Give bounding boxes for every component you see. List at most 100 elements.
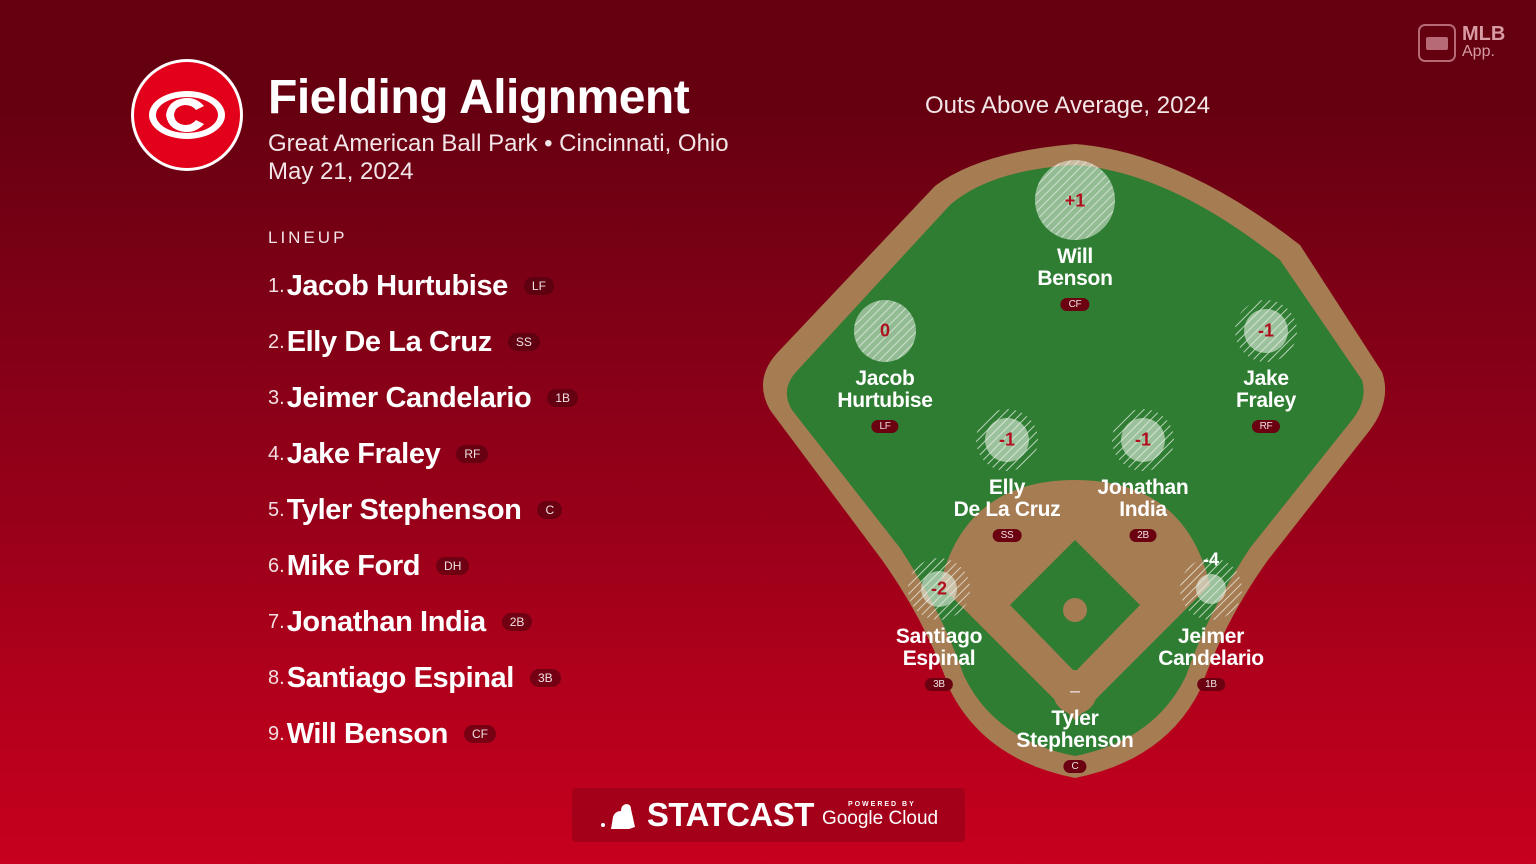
lineup-heading: LINEUP [268,228,348,247]
first-name: Jake [1243,367,1289,390]
field-player-3b: Santiago Espinal 3B [896,626,982,692]
position-badge: CF [463,725,496,743]
position-badge: 1B [547,389,579,407]
batting-order: 7. [268,610,285,633]
google-cloud: Google Cloud [821,807,939,829]
position-badge: DH [436,557,470,575]
oaa-value-1b: -4 [1202,549,1220,570]
field-player-rf: Jake Fraley RF [1236,368,1296,434]
batting-order: 4. [268,442,285,465]
reds-c-icon [149,91,225,139]
last-name: Fraley [1235,389,1297,412]
batting-order: 8. [268,666,285,689]
oaa-value-cf: +1 [1064,190,1086,211]
first-name: Jeimer [1178,625,1244,648]
player-name: Tyler Stephenson [286,493,522,526]
field-player-c: Tyler Stephenson C [1016,707,1134,774]
page-title: Fielding Alignment [268,71,690,124]
position-pill: C [1063,760,1087,773]
venue: Great American Ball Park • Cincinnati, O… [268,130,729,157]
statcast-brand: STATCAST [646,796,815,833]
position-badge: LF [523,277,554,295]
mlb-badge-line2: App. [1462,43,1495,60]
batting-order: 2. [268,330,285,353]
position-pill: LF [871,420,899,433]
field-player-2b: Jonathan India 2B [1098,477,1189,543]
player-name: Santiago Espinal [286,661,515,694]
team-logo [134,62,240,168]
first-name: Elly [988,476,1026,499]
first-name: Jonathan [1097,476,1189,499]
player-name: Jake Fraley [286,437,441,470]
oaa-bubble-cf [1035,160,1115,240]
mlb-badge-line1: MLB [1462,23,1506,45]
position-badge: RF [456,445,489,463]
first-name: Will [1057,245,1093,268]
last-name: Hurtubise [837,389,933,412]
batting-order: 1. [268,274,285,297]
lineup-item: 4. Jake Fraley RF [268,426,578,482]
player-name: Elly De La Cruz [286,325,493,358]
last-name: Stephenson [1016,729,1134,752]
lineup-item: 7. Jonathan India 2B [268,594,578,650]
subtitle: Great American Ball Park • Cincinnati, O… [268,130,729,186]
oaa-value-3b: -2 [930,578,948,599]
player-name: Jacob Hurtubise [286,269,509,302]
pitchers-mound [1063,598,1087,622]
position-badge: 3B [529,669,561,687]
oaa-bubble-rf [1244,309,1288,353]
oaa-bubble-2b [1121,418,1165,462]
lineup-item: 9. Will Benson CF [268,706,578,762]
last-name: India [1119,498,1167,521]
last-name: Benson [1037,267,1113,290]
position-pill: RF [1251,420,1281,433]
first-name: Tyler [1051,707,1099,730]
statcast-footer: STATCAST POWERED BY Google Cloud [572,788,965,842]
lineup-item: 3. Jeimer Candelario 1B [268,370,579,426]
oaa-value-lf: 0 [879,320,891,341]
lineup-item: 1. Jacob Hurtubise LF [268,258,578,314]
lineup-item: 2. Elly De La Cruz SS [268,314,578,370]
oaa-value-rf: -1 [1257,320,1275,341]
position-badge: C [537,501,563,519]
oaa-value-ss: -1 [998,429,1016,450]
mlb-app-badge: MLB App. [1418,24,1505,62]
player-name: Jeimer Candelario [286,381,532,414]
mlb-batter-logo-icon [600,804,635,829]
home-plate-circle [1053,670,1097,714]
lineup-item: 6. Mike Ford DH [268,538,578,594]
first-name: Jacob [855,367,915,390]
mlb-logo-icon [1418,24,1456,62]
outfield-grass [786,165,1364,756]
lineup-list: 1. Jacob Hurtubise LF 2. Elly De La Cruz SS … [268,258,579,762]
position-pill: SS [992,529,1022,542]
oaa-bubble-3b [921,571,957,607]
position-pill: 3B [925,678,953,691]
player-name: Mike Ford [286,549,421,582]
first-name: Santiago [895,625,983,648]
player-name: Jonathan India [286,605,486,638]
field-player-1b: Jeimer Candelario 1B [1158,626,1264,692]
oaa-bubble-1b [1196,574,1226,604]
batting-order: 3. [268,386,285,409]
oaa-value-2b: -1 [1134,429,1152,450]
last-name: De La Cruz [953,498,1061,521]
oaa-bubble-ss [985,418,1029,462]
player-name: Will Benson [286,717,449,750]
batting-order: 5. [268,498,285,521]
lineup-item: 8. Santiago Espinal 3B [268,650,578,706]
position-pill: 2B [1129,529,1157,542]
field-player-cf: Will Benson CF [1037,245,1113,312]
position-pill: CF [1060,298,1090,311]
position-badge: SS [507,333,540,351]
field-title: Outs Above Average, 2024 [925,92,1211,119]
field-player-lf: Jacob Hurtubise LF [837,367,933,434]
lineup-item: 5. Tyler Stephenson C [268,482,578,538]
last-name: Candelario [1158,647,1264,670]
oaa-bubble-lf [854,300,916,362]
field-player-ss: Elly De La Cruz SS [954,477,1061,543]
batting-order: 6. [268,554,285,577]
batting-order: 9. [268,722,285,745]
game-date: May 21, 2024 [268,158,414,185]
